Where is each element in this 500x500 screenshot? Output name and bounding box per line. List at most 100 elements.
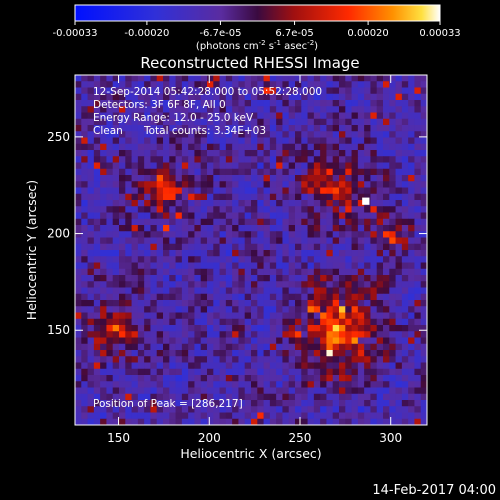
heatmap-cell — [263, 381, 271, 388]
heatmap-cell — [219, 356, 227, 363]
heatmap-cell — [175, 231, 183, 238]
heatmap-cell — [112, 87, 120, 95]
heatmap-cell — [137, 400, 145, 407]
heatmap-cell — [232, 137, 239, 145]
heatmap-cell — [313, 112, 321, 120]
heatmap-cell — [87, 175, 95, 182]
heatmap-cell — [269, 125, 277, 132]
heatmap-cell — [414, 343, 422, 351]
heatmap-cell — [269, 387, 277, 395]
heatmap-cell — [414, 318, 422, 326]
heatmap-cell — [137, 356, 145, 363]
plot-frame — [74, 74, 428, 426]
heatmap-cell — [144, 368, 151, 376]
heatmap-cell — [200, 362, 208, 370]
heatmap-cell — [119, 418, 126, 426]
heatmap-cell — [207, 300, 214, 307]
heatmap-cell — [194, 368, 202, 376]
heatmap-cell — [339, 387, 346, 395]
heatmap-cell — [238, 312, 246, 320]
heatmap-cell — [282, 368, 290, 376]
heatmap-cell — [389, 162, 396, 170]
heatmap-cell — [194, 418, 202, 426]
heatmap-cell — [194, 137, 202, 145]
heatmap-cell — [320, 237, 327, 245]
heatmap-cell — [238, 231, 246, 238]
heatmap-cell — [389, 356, 396, 363]
heatmap-cell — [106, 262, 114, 270]
heatmap-cell — [200, 406, 208, 413]
heatmap-cell — [313, 412, 321, 420]
heatmap-cell — [106, 112, 114, 120]
heatmap-cell — [194, 281, 202, 288]
heatmap-cell — [345, 175, 352, 182]
heatmap-cell — [313, 287, 321, 295]
heatmap-cell — [137, 118, 145, 126]
heatmap-cell — [301, 293, 308, 301]
heatmap-cell — [156, 362, 164, 370]
heatmap-cell — [75, 275, 82, 282]
heatmap-cell — [75, 293, 82, 301]
heatmap-cell — [395, 406, 403, 413]
heatmap-cell — [194, 168, 202, 176]
heatmap-cell — [357, 137, 365, 145]
heatmap-cell — [219, 325, 227, 332]
heatmap-cell — [301, 350, 308, 357]
heatmap-cell — [257, 125, 264, 132]
heatmap-cell — [370, 400, 378, 407]
heatmap-cell — [251, 400, 258, 407]
heatmap-cell — [137, 218, 145, 226]
heatmap-cell — [370, 87, 378, 95]
heatmap-cell — [100, 187, 107, 195]
heatmap-cell — [188, 362, 195, 370]
heatmap-cell — [213, 168, 220, 176]
heatmap-cell — [75, 181, 82, 188]
heatmap-cell — [131, 200, 139, 207]
heatmap-cell — [339, 400, 346, 407]
heatmap-cell — [163, 356, 170, 363]
heatmap-cell — [320, 368, 327, 376]
heatmap-cell — [383, 406, 390, 413]
heatmap-cell — [225, 306, 233, 313]
heatmap-cell — [301, 287, 308, 295]
heatmap-cell — [175, 212, 183, 220]
heatmap-cell — [150, 406, 158, 413]
heatmap-cell — [408, 381, 415, 388]
heatmap-cell — [269, 162, 277, 170]
heatmap-cell — [207, 150, 214, 157]
heatmap-cell — [263, 318, 271, 326]
heatmap-cell — [163, 281, 170, 288]
heatmap-cell — [269, 306, 277, 313]
heatmap-cell — [269, 375, 277, 382]
heatmap-cell — [207, 418, 214, 426]
heatmap-cell — [93, 162, 101, 170]
heatmap-cell — [238, 318, 246, 326]
heatmap-cell — [200, 368, 208, 376]
heatmap-cell — [414, 287, 422, 295]
heatmap-cell — [351, 381, 359, 388]
heatmap-cell — [225, 406, 233, 413]
heatmap-cell — [137, 156, 145, 163]
heatmap-cell — [364, 175, 371, 182]
heatmap-cell — [106, 418, 114, 426]
heatmap-cell — [295, 250, 302, 257]
heatmap-cell — [219, 237, 227, 245]
heatmap-cell — [364, 412, 371, 420]
heatmap-cell — [93, 281, 101, 288]
heatmap-cell — [81, 331, 88, 338]
heatmap-cell — [414, 243, 422, 251]
heatmap-cell — [383, 175, 390, 182]
heatmap-cell — [244, 93, 252, 101]
heatmap-cell — [401, 281, 409, 288]
heatmap-cell — [376, 343, 384, 351]
heatmap-cell — [389, 325, 396, 332]
heatmap-cell — [414, 100, 422, 107]
heatmap-cell — [364, 112, 371, 120]
heatmap-cell — [137, 331, 145, 338]
heatmap-cell — [131, 143, 139, 151]
heatmap-cell — [389, 381, 396, 388]
heatmap-cell — [389, 237, 396, 245]
heatmap-cell — [357, 300, 365, 307]
heatmap-cell — [395, 312, 403, 320]
heatmap-cell — [93, 356, 101, 363]
